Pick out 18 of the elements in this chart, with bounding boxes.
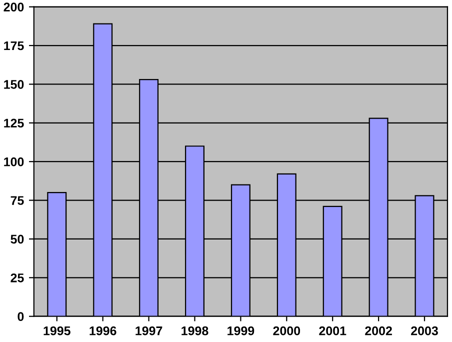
x-tick-label: 2000 [273,326,300,336]
y-tick-label: 50 [10,234,24,244]
x-tick-label: 2003 [411,326,438,336]
x-tick-label: 2002 [365,326,392,336]
x-tick-label: 1997 [136,326,162,336]
y-tick-label: 175 [4,41,24,50]
y-tick-label: 125 [4,118,24,128]
y-tick-label: 150 [4,80,24,89]
x-tick-label: 1996 [90,326,116,336]
x-tick-label: 2001 [319,326,346,336]
x-tick-label: 1995 [44,326,70,336]
x-tick-label: 1999 [228,326,254,336]
y-tick-label: 75 [10,196,24,205]
x-tick-label: 1998 [182,326,208,336]
y-tick-label: 0 [18,312,24,321]
y-tick-label: 25 [10,273,24,282]
y-tick-label: 200 [4,2,24,12]
y-tick-label: 100 [4,157,24,166]
